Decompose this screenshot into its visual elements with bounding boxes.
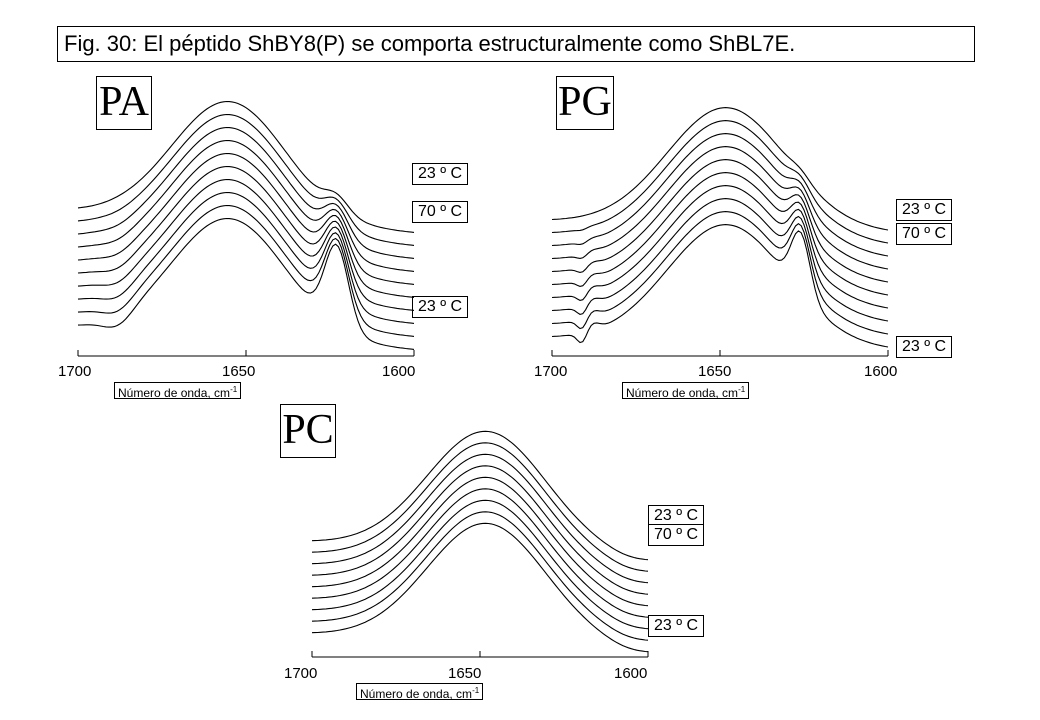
spectrum-trace-6 [77, 165, 415, 298]
spectrum-trace-8 [77, 191, 415, 324]
panel-label-pa: PA [96, 76, 152, 130]
plot-pg [551, 107, 889, 357]
xtick-pa-1650: 1650 [222, 363, 256, 380]
panel-label-pc: PC [280, 404, 336, 458]
temp-label-pa-top: 23 º C [412, 163, 469, 185]
spectrum-trace-2 [551, 120, 889, 244]
figure-title: Fig. 30: El péptido ShBY8(P) se comporta… [57, 26, 975, 62]
spectrum-trace-7 [551, 185, 889, 309]
temp-label-pc-hot: 70 º C [648, 524, 705, 546]
plot-pa [77, 100, 415, 357]
xtick-pg-1650: 1650 [698, 363, 732, 380]
xlabel-pc: Número de onda, cm-1 [356, 683, 484, 701]
temp-label-pg-top: 23 º C [896, 199, 953, 221]
temp-label-pc-bottom: 23 º C [648, 615, 705, 637]
xtick-pg-1700: 1700 [534, 363, 568, 380]
xtick-pa-1700: 1700 [58, 363, 92, 380]
spectrum-trace-3 [77, 126, 415, 259]
spectrum-trace-1 [311, 430, 649, 561]
xlabel-pc-text: Número de onda, cm [360, 687, 473, 701]
spectrum-trace-1 [77, 100, 415, 233]
xlabel-pg-text: Número de onda, cm [626, 386, 739, 400]
xlabel-pa-sup: -1 [230, 385, 238, 394]
spectrum-trace-2 [77, 113, 415, 246]
spectrum-trace-10 [77, 217, 415, 350]
xlabel-pg-sup: -1 [738, 385, 746, 394]
spectrum-trace-5 [551, 159, 889, 283]
spectrum-trace-9 [77, 204, 415, 337]
xtick-pa-1600: 1600 [382, 363, 416, 380]
temp-label-pc-top: 23 º C [648, 505, 705, 527]
xlabel-pa-text: Número de onda, cm [118, 386, 231, 400]
spectrum-trace-1 [551, 107, 889, 231]
spectrum-trace-4 [311, 465, 649, 595]
spectrum-trace-4 [77, 139, 415, 272]
spectrum-trace-8 [551, 198, 889, 322]
xtick-pc-1700: 1700 [284, 665, 318, 682]
xlabel-pa: Número de onda, cm-1 [114, 382, 242, 400]
panel-label-pg: PG [556, 76, 614, 130]
xlabel-pc-sup: -1 [472, 686, 480, 695]
xtick-pg-1600: 1600 [864, 363, 898, 380]
xtick-pc-1600: 1600 [614, 665, 648, 682]
xtick-pc-1650: 1650 [448, 665, 482, 682]
xlabel-pg: Número de onda, cm-1 [622, 382, 750, 400]
spectrum-trace-6 [311, 488, 649, 618]
spectrum-trace-5 [77, 152, 415, 285]
temp-label-pa-hot: 70 º C [412, 201, 469, 223]
temp-label-pg-hot: 70 º C [896, 223, 953, 245]
spectrum-trace-4 [551, 146, 889, 270]
spectrum-trace-10 [551, 224, 889, 348]
spectrum-trace-9 [551, 211, 889, 335]
temp-label-pg-bottom: 23 º C [896, 336, 953, 358]
spectrum-trace-7 [311, 499, 649, 630]
spectrum-trace-2 [311, 442, 649, 572]
spectrum-trace-3 [551, 133, 889, 257]
spectrum-trace-7 [77, 178, 415, 311]
temp-label-pa-bottom: 23 º C [412, 296, 469, 318]
spectrum-trace-8 [311, 511, 649, 641]
spectrum-trace-5 [311, 476, 649, 607]
spectrum-trace-6 [551, 172, 889, 296]
spectrum-trace-3 [311, 453, 649, 584]
plot-pc [311, 430, 649, 658]
spectrum-trace-9 [311, 522, 649, 653]
